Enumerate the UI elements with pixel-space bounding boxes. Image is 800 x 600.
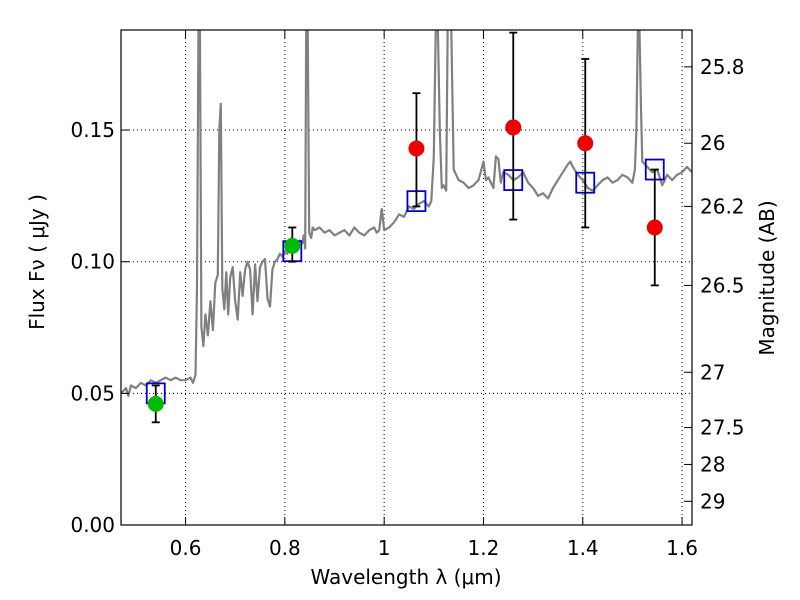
y2-tick-label: 29: [700, 489, 725, 513]
x-tick-label: 1.2: [468, 536, 500, 560]
detection-point: [147, 395, 164, 412]
y2-tick-label: 27.5: [700, 416, 745, 440]
y2-tick-label: 25.8: [700, 55, 745, 79]
y2-tick-label: 26.2: [700, 194, 745, 218]
plot-frame: [120, 29, 693, 526]
y-tick-label: 0.15: [70, 118, 115, 142]
upper-limit-point: [577, 135, 594, 152]
y-tick-label: 0.05: [70, 381, 115, 405]
y2-tick-label: 28: [700, 452, 725, 476]
y-axis-label: Flux Fν ( μJy ): [25, 194, 49, 330]
y2-tick-label: 26.5: [700, 273, 745, 297]
spectrum-line: [121, 30, 692, 398]
axes: 0.6 0.8 1 1.2 1.4 1.6 0.00 0.05 0.10 0.15 25.8 26 26…: [70, 30, 745, 560]
y-tick-label: 0.10: [70, 250, 115, 274]
detection-point: [284, 237, 301, 254]
upper-limit-point: [408, 140, 425, 157]
upper-limit-point: [505, 119, 522, 136]
plot-area: [121, 30, 692, 424]
x-tick-label: 1: [378, 536, 391, 560]
x-tick-label: 0.6: [170, 536, 202, 560]
x-tick-label: 1.6: [666, 536, 698, 560]
grid: [121, 30, 692, 525]
y2-axis-label: Magnitude (AB): [755, 200, 779, 355]
y2-tick-label: 27: [700, 360, 725, 384]
y-tick-label: 0.00: [70, 513, 115, 537]
x-axis-label: Wavelength λ (μm): [310, 565, 501, 589]
x-tick-label: 0.8: [269, 536, 301, 560]
x-tick-label: 1.4: [567, 536, 599, 560]
y2-tick-label: 26: [700, 131, 725, 155]
upper-limit-point: [646, 219, 663, 236]
